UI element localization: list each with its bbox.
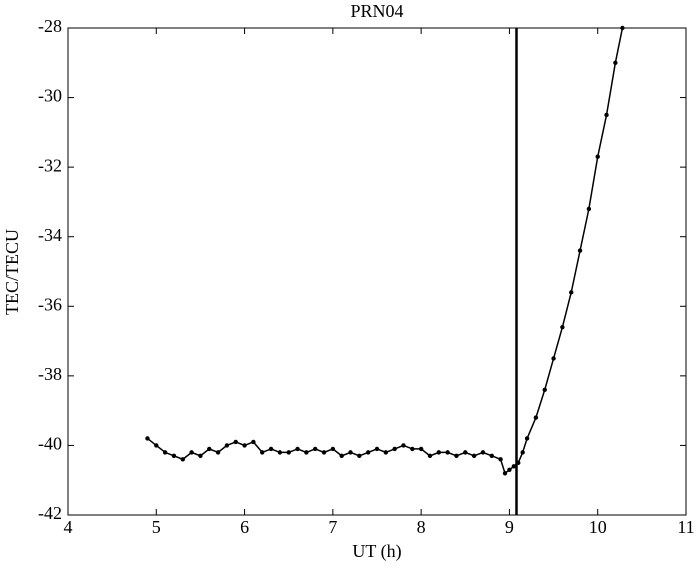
data-point <box>198 453 203 459</box>
y-tick-label: -40 <box>38 434 62 454</box>
data-point <box>569 290 574 295</box>
data-point <box>207 446 212 452</box>
data-point <box>365 450 371 455</box>
data-point <box>348 450 353 455</box>
data-point <box>304 450 309 455</box>
data-point <box>560 324 565 330</box>
data-point <box>180 457 185 462</box>
x-tick-label: 9 <box>505 517 514 537</box>
data-point <box>524 436 530 441</box>
data-point <box>613 60 618 65</box>
data-point <box>445 450 450 455</box>
data-point <box>145 436 150 441</box>
data-point <box>313 446 318 452</box>
data-point <box>162 450 168 455</box>
data-point <box>427 453 433 459</box>
data-point <box>551 356 556 361</box>
data-point <box>277 450 283 455</box>
y-tick-label: -38 <box>38 364 62 384</box>
y-tick-label: -42 <box>38 503 62 523</box>
plot-frame <box>67 27 687 516</box>
data-point <box>383 450 389 455</box>
data-point <box>520 450 525 455</box>
y-tick-label: -32 <box>38 155 62 175</box>
data-point <box>502 471 508 476</box>
data-point <box>463 450 468 455</box>
data-point <box>321 450 327 455</box>
data-point <box>251 439 256 445</box>
chart-title: PRN04 <box>350 1 403 21</box>
data-point <box>392 446 397 452</box>
data-point <box>339 453 344 459</box>
data-point <box>480 450 486 455</box>
data-point <box>604 112 609 118</box>
data-point <box>418 446 424 452</box>
data-point <box>215 450 221 455</box>
y-tick-label: -34 <box>38 225 62 245</box>
data-point <box>224 443 230 448</box>
data-point <box>620 25 625 31</box>
x-tick-label: 8 <box>417 517 426 537</box>
data-point <box>507 467 512 472</box>
data-line <box>146 27 624 475</box>
data-point <box>586 206 592 212</box>
data-point <box>295 446 300 452</box>
data-point <box>489 453 494 459</box>
data-point <box>233 439 238 445</box>
data-point <box>268 446 274 452</box>
data-point <box>595 154 600 159</box>
data-point <box>471 453 477 459</box>
data-point <box>577 248 583 253</box>
x-tick-label: 5 <box>152 517 161 537</box>
x-tick-label: 11 <box>677 517 694 537</box>
x-tick-label: 6 <box>240 517 249 537</box>
data-point <box>436 450 441 455</box>
data-point <box>357 453 362 459</box>
data-point <box>401 443 406 448</box>
data-point <box>374 446 380 452</box>
data-point <box>498 457 503 462</box>
x-axis-label: UT (h) <box>352 541 401 562</box>
data-point <box>533 415 539 420</box>
x-tick-label: 7 <box>328 517 337 537</box>
data-point <box>171 453 177 459</box>
y-axis-label: TEC/TECU <box>2 229 22 315</box>
data-point <box>454 453 459 459</box>
data-point <box>511 464 517 469</box>
data-point <box>286 450 291 455</box>
data-point <box>154 443 159 448</box>
data-point <box>542 387 547 392</box>
y-tick-label: -30 <box>38 86 62 106</box>
y-tick-label: -28 <box>38 16 62 36</box>
data-point <box>410 446 415 452</box>
data-point <box>189 450 194 455</box>
data-point <box>242 443 247 448</box>
data-point <box>330 446 336 452</box>
data-point <box>260 450 265 455</box>
x-tick-label: 4 <box>64 517 73 537</box>
x-tick-label: 10 <box>589 517 607 537</box>
y-tick-label: -36 <box>38 294 62 314</box>
